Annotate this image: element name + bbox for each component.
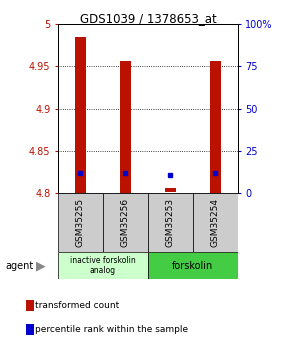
Text: ▶: ▶ [36,259,46,272]
Bar [148,252,238,279]
Text: GDS1039 / 1378653_at: GDS1039 / 1378653_at [79,12,216,25]
Text: agent: agent [6,261,34,270]
Text: GSM35256: GSM35256 [121,198,130,247]
Bar [120,61,131,193]
Bar [165,188,176,191]
Text: inactive forskolin
analog: inactive forskolin analog [70,256,136,275]
Bar [193,193,238,252]
Bar [103,193,148,252]
Bar [75,37,86,193]
Text: GSM35253: GSM35253 [166,198,175,247]
Text: GSM35255: GSM35255 [76,198,85,247]
Text: GSM35254: GSM35254 [211,198,220,247]
Bar [210,61,221,193]
Bar [58,252,148,279]
Text: percentile rank within the sample: percentile rank within the sample [35,325,188,334]
Text: forskolin: forskolin [172,261,213,270]
Bar [148,193,193,252]
Bar [58,193,103,252]
Text: transformed count: transformed count [35,301,119,310]
